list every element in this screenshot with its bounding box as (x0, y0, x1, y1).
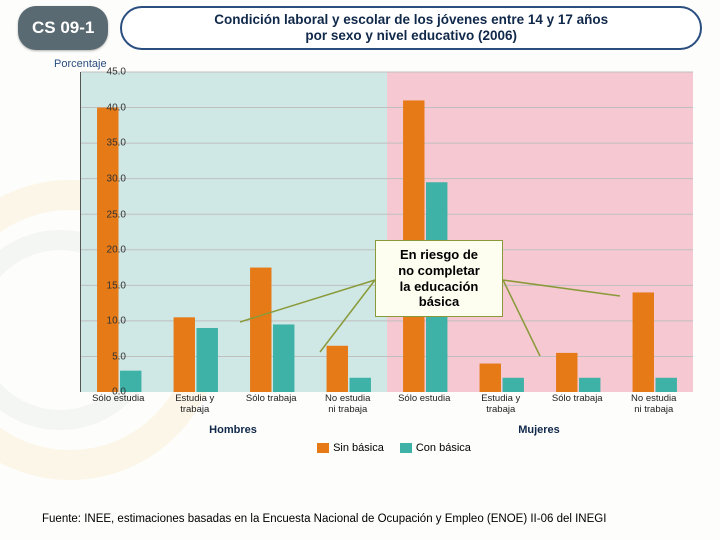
callout-l4: básica (386, 294, 492, 310)
chart: Porcentaje 0.05.010.015.020.025.030.035.… (30, 60, 694, 460)
code-badge: CS 09-1 (18, 6, 108, 50)
bar-sin-basica (480, 364, 501, 392)
panel-labels: HombresMujeres (80, 424, 692, 436)
y-tick: 20.0 (107, 245, 126, 256)
plot-svg (81, 72, 693, 392)
bar-con-basica (579, 378, 600, 392)
bar-con-basica (197, 328, 218, 392)
y-tick: 10.0 (107, 316, 126, 327)
header: CS 09-1 Condición laboral y escolar de l… (0, 0, 720, 60)
y-tick: 25.0 (107, 209, 126, 220)
legend-label: Con básica (416, 442, 471, 454)
page-title: Condición laboral y escolar de los jóven… (120, 6, 702, 50)
bar-con-basica (656, 378, 677, 392)
panel-label: Hombres (80, 424, 386, 436)
callout-l2: no completar (386, 263, 492, 279)
callout-l1: En riesgo de (386, 247, 492, 263)
title-line2: por sexo y nivel educativo (2006) (140, 28, 682, 44)
y-tick: 15.0 (107, 280, 126, 291)
y-tick: 40.0 (107, 102, 126, 113)
plot-area: 0.05.010.015.020.025.030.035.040.045.0 (80, 72, 692, 392)
title-line1: Condición laboral y escolar de los jóven… (140, 12, 682, 28)
bar-sin-basica (327, 346, 348, 392)
callout-box: En riesgo de no completar la educación b… (375, 240, 503, 316)
bar-sin-basica (250, 268, 271, 392)
panel-label: Mujeres (386, 424, 692, 436)
legend-swatch (400, 443, 412, 453)
bar-sin-basica (174, 318, 195, 393)
legend-label: Sin básica (333, 442, 384, 454)
panel-bg (81, 72, 387, 392)
legend-swatch (317, 443, 329, 453)
source-note: Fuente: INEE, estimaciones basadas en la… (42, 512, 690, 526)
legend: Sin básica Con básica (80, 442, 692, 454)
bar-con-basica (273, 325, 294, 393)
y-tick: 35.0 (107, 138, 126, 149)
bar-con-basica (350, 378, 371, 392)
callout-l3: la educación (386, 279, 492, 295)
bar-sin-basica (556, 353, 577, 392)
y-tick: 45.0 (107, 67, 126, 78)
y-tick: 5.0 (112, 351, 126, 362)
bar-con-basica (503, 378, 524, 392)
y-tick: 30.0 (107, 174, 126, 185)
bar-sin-basica (633, 293, 654, 393)
